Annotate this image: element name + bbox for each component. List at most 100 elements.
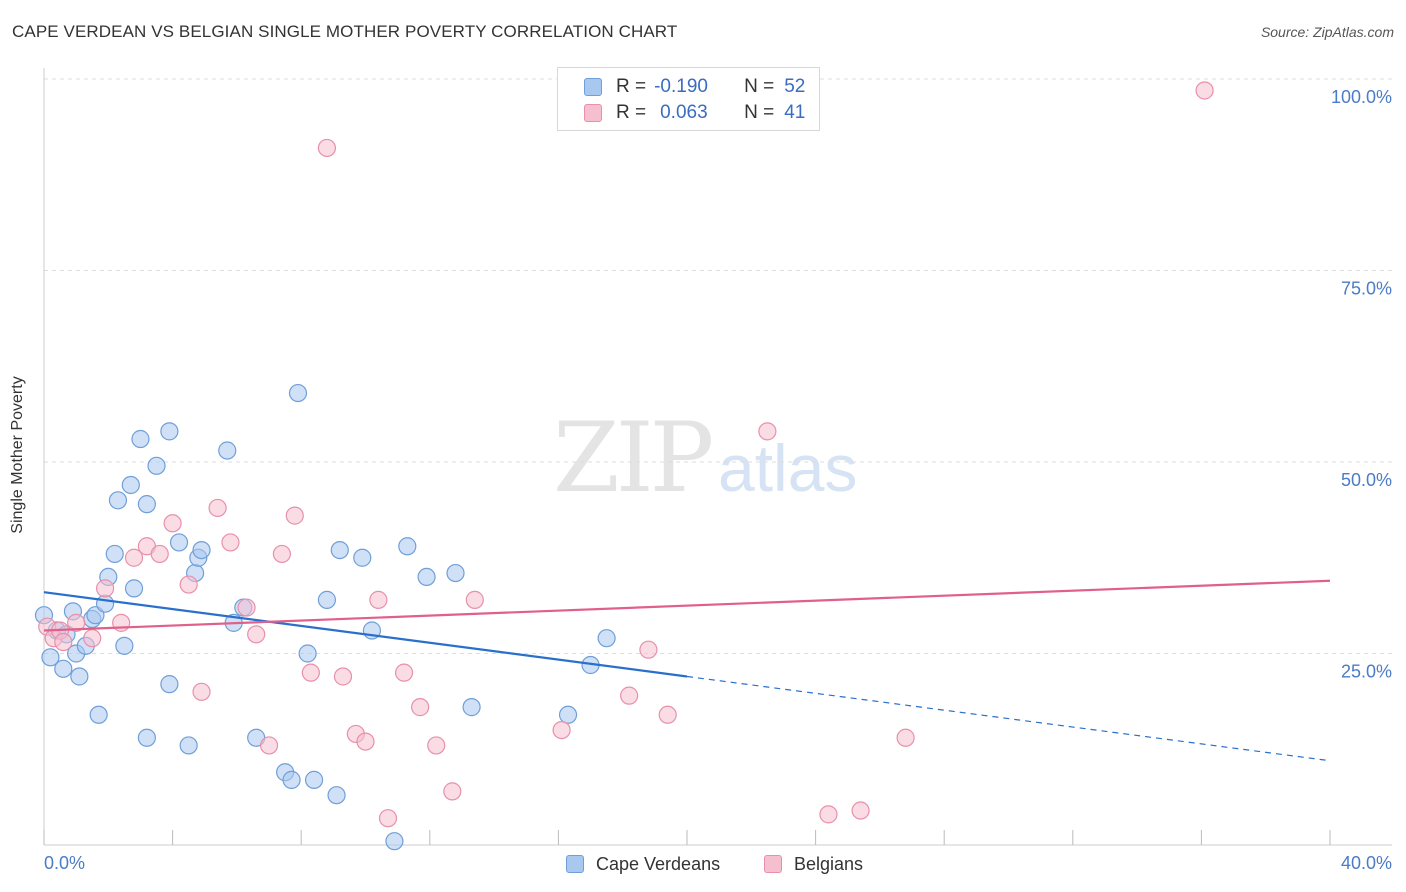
legend-r-value: 0.063 — [660, 102, 708, 123]
cape-verdean-point — [558, 705, 578, 724]
cape-verdeans-trend-extension — [686, 675, 1331, 762]
belgian-point — [221, 533, 240, 552]
y-tick-label: 50.0% — [1341, 470, 1392, 490]
cape-verdean-point — [137, 495, 156, 514]
belgian-point — [285, 506, 304, 525]
legend-n-value: 52 — [784, 76, 806, 97]
belgian-point — [758, 422, 777, 441]
belgian-point — [317, 138, 337, 158]
bottom-legend-belgians[interactable]: Belgians — [764, 852, 863, 876]
belgian-point — [163, 514, 182, 533]
x-ticks — [43, 830, 1331, 845]
cape-verdean-point — [298, 644, 317, 663]
belgian-point — [301, 663, 320, 682]
cape-verdean-point — [353, 548, 372, 567]
cape-verdean-point — [288, 383, 308, 403]
belgian-point — [465, 590, 484, 609]
belgian-point — [851, 801, 870, 820]
trend-lines — [43, 579, 1331, 762]
belgian-point — [896, 728, 915, 747]
belgian-point — [192, 682, 211, 701]
bottom-legend-label: Cape Verdeans — [596, 853, 721, 874]
cape-verdean-point — [597, 629, 616, 648]
cape-verdean-point — [121, 475, 140, 495]
x-tick-label-min: 0.0% — [44, 853, 85, 873]
cape-verdean-point — [160, 422, 179, 441]
belgian-point — [333, 667, 353, 686]
legend-row-cape-verdeans: R = -0.190 N = 52 — [584, 75, 805, 99]
belgian-point — [95, 579, 115, 598]
cape-verdean-point — [131, 429, 150, 449]
y-tick-label: 75.0% — [1341, 279, 1392, 299]
grid-lines — [44, 78, 1392, 654]
belgians-points — [38, 81, 1214, 828]
cape-verdean-point — [192, 540, 211, 560]
cape-verdean-point — [304, 770, 324, 789]
cape-verdean-point — [124, 579, 144, 598]
legend-r-label: R = — [616, 102, 647, 123]
belgian-point — [124, 548, 144, 567]
bottom-legend-cape-verdeans[interactable]: Cape Verdeans — [566, 852, 720, 876]
axes — [43, 68, 1392, 846]
legend-swatch-pink — [764, 855, 782, 873]
belgian-point — [378, 809, 398, 828]
belgian-point — [356, 732, 375, 751]
cape-verdean-point — [446, 563, 465, 583]
belgian-point — [394, 663, 414, 682]
y-tick-label: 25.0% — [1341, 662, 1392, 682]
y-tick-label: 100.0% — [1331, 87, 1392, 107]
belgian-point — [247, 625, 266, 644]
cape-verdean-point — [385, 832, 404, 851]
cape-verdean-point — [105, 544, 124, 564]
cape-verdean-point — [95, 594, 115, 613]
belgian-point — [639, 640, 658, 659]
cape-verdean-point — [417, 567, 436, 587]
belgians-trend-line — [43, 579, 1331, 632]
cape-verdean-point — [89, 705, 108, 724]
y-tick-labels: 25.0% 50.0% 75.0% 100.0% — [1331, 87, 1392, 682]
legend-swatch-pink — [584, 104, 602, 122]
cape-verdean-point — [282, 770, 301, 789]
legend-n-value: 41 — [784, 102, 806, 123]
cape-verdean-point — [137, 728, 156, 747]
belgian-point — [67, 613, 86, 632]
watermark-zip: ZIP — [553, 402, 714, 514]
belgian-point — [1195, 81, 1214, 100]
cape-verdean-point — [317, 590, 337, 609]
belgian-point — [208, 498, 227, 518]
belgian-point — [54, 632, 73, 652]
cape-verdean-point — [147, 456, 166, 475]
belgian-point — [411, 698, 430, 717]
cape-verdean-point — [327, 786, 346, 805]
legend-r-label: R = — [616, 76, 647, 97]
belgian-point — [658, 705, 677, 724]
belgian-point — [150, 544, 169, 564]
cape-verdean-point — [70, 667, 89, 686]
cape-verdean-point — [169, 533, 189, 552]
belgian-point — [552, 720, 571, 740]
stats-legend: R = -0.190 N = 52 R = 0.063 N = 41 — [557, 67, 820, 131]
cape-verdean-point — [398, 537, 417, 556]
belgian-point — [237, 598, 256, 617]
chart-title: CAPE VERDEAN VS BELGIAN SINGLE MOTHER PO… — [12, 22, 678, 41]
cape-verdean-point — [160, 675, 179, 694]
belgian-point — [369, 590, 388, 609]
x-tick-label-max: 40.0% — [1341, 853, 1392, 873]
legend-n-label: N = — [744, 76, 775, 97]
cape-verdean-point — [179, 736, 198, 755]
cape-verdean-point — [108, 491, 128, 510]
belgian-point — [620, 686, 639, 705]
belgian-point — [443, 782, 462, 801]
cape-verdeans-trend-line — [43, 591, 688, 678]
belgian-point — [427, 736, 446, 755]
cape-verdean-point — [462, 698, 481, 717]
source-label: Source: ZipAtlas.com — [1260, 24, 1394, 40]
cape-verdean-point — [41, 648, 60, 667]
belgian-point — [83, 629, 102, 648]
cape-verdean-point — [115, 636, 134, 655]
watermark-atlas: atlas — [718, 431, 858, 505]
cape-verdean-point — [330, 540, 349, 560]
belgian-point — [819, 805, 838, 824]
belgian-point — [259, 736, 279, 755]
